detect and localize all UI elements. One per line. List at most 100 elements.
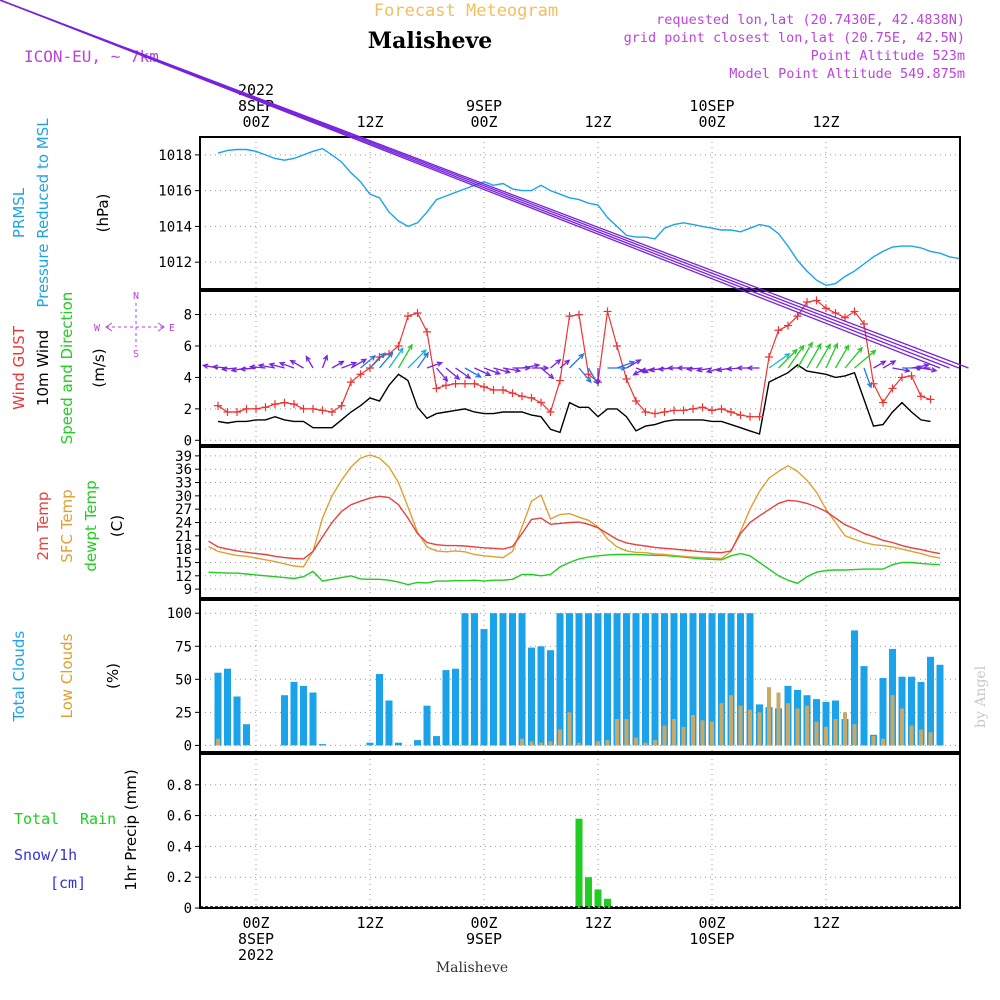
gust-marker — [793, 312, 802, 321]
wind-arrow-head — [715, 366, 723, 373]
wind-arrow-head — [880, 360, 887, 366]
total-cloud-bar — [623, 613, 630, 746]
wind-arrow-head — [350, 361, 358, 367]
total-cloud-bar — [385, 700, 393, 746]
gust-marker — [613, 342, 621, 350]
low-cloud-bar — [871, 736, 876, 746]
wind-arrow-head — [648, 367, 655, 373]
low-cloud-bar — [624, 719, 629, 746]
wind-direction-arrow — [787, 345, 805, 369]
panel-side-label: PRMSL — [10, 187, 28, 238]
total-cloud-bar — [281, 695, 288, 746]
total-cloud-bar — [594, 613, 602, 746]
gust-marker — [508, 389, 517, 398]
wind-direction-arrow — [768, 353, 790, 369]
legend-unit: [cm] — [50, 874, 86, 892]
wind-direction-arrow — [873, 360, 886, 369]
gust-marker — [280, 398, 289, 407]
precip-bar — [585, 877, 592, 908]
low-cloud-bar — [909, 725, 914, 746]
pressure-panel: 1012 1014 1016 1018 — [158, 136, 961, 290]
total-cloud-bar — [452, 668, 459, 746]
wind-arrow-head — [322, 354, 329, 361]
wind-arrow-head — [543, 365, 550, 371]
low-cloud-bar — [653, 740, 657, 746]
gust-marker — [242, 404, 251, 413]
gust-marker — [461, 379, 469, 388]
gust-marker — [907, 371, 916, 380]
wind-arrow-head — [666, 365, 674, 371]
gust-marker — [328, 408, 336, 416]
panel-side-label: 1hr Precip (mm) — [122, 769, 140, 890]
total-cloud-bar — [490, 613, 497, 746]
y-tick-label: 30 — [175, 489, 192, 505]
wind-arrow-head — [890, 360, 897, 366]
wind-direction-arrow — [521, 364, 540, 369]
credit-text: by Angel — [973, 665, 989, 728]
gust-marker — [537, 398, 545, 407]
low-cloud-bar — [596, 741, 600, 746]
wind-direction-arrow — [502, 367, 521, 372]
wind-direction-arrow — [259, 364, 276, 369]
gust-marker — [451, 379, 460, 388]
gust-marker — [337, 401, 346, 410]
gust-marker — [784, 321, 792, 330]
total-cloud-bar — [480, 629, 488, 746]
wind-direction-arrow — [697, 367, 713, 372]
point-altitude: Point Altitude 523m — [811, 48, 965, 64]
total-cloud-bar — [927, 656, 934, 746]
total-cloud-bar — [518, 613, 526, 746]
low-cloud-bar — [928, 732, 933, 746]
y-tick-label: 0 — [184, 738, 192, 754]
wind-direction-arrow — [464, 367, 481, 378]
top-time-label: 9SEP — [466, 97, 502, 115]
wind-arrow-head — [923, 363, 930, 369]
wind-direction-arrow — [341, 362, 357, 369]
total-cloud-bar — [642, 613, 649, 746]
low-cloud-bar — [805, 705, 809, 746]
panel-frame — [199, 599, 961, 753]
y-tick-label: 1018 — [158, 148, 192, 164]
precip-bar — [594, 889, 602, 908]
wind-direction-arrow — [474, 367, 491, 376]
wind-direction-arrow — [445, 367, 460, 380]
wind-arrow-head — [931, 367, 938, 373]
wind-arrow-head — [211, 364, 219, 370]
low-cloud-bar — [729, 695, 733, 746]
gust-marker — [708, 406, 716, 415]
total-cloud-bar — [746, 613, 754, 746]
legend-total: Total — [14, 810, 59, 828]
compass-east-head — [157, 322, 165, 332]
total-cloud-bar — [699, 613, 706, 746]
y-tick-label: 0.8 — [167, 778, 192, 794]
wind-arrow-head — [555, 358, 562, 365]
gust-marker — [309, 404, 317, 413]
total-cloud-bar — [556, 613, 564, 746]
low-cloud-bar — [681, 726, 686, 746]
low-cloud-bar — [567, 712, 572, 746]
low-cloud-bar — [605, 740, 610, 746]
top-time-label: 00Z — [242, 113, 269, 131]
wind-arrow-head — [564, 359, 571, 366]
gust-marker — [499, 386, 507, 394]
gust-marker — [546, 408, 555, 416]
panel-side-label: 2m Temp — [34, 492, 52, 561]
wind-arrow-head — [866, 382, 873, 389]
wind-direction-arrow — [407, 349, 427, 369]
gust-marker — [622, 375, 631, 383]
wind-arrow-head — [514, 367, 522, 373]
wind-direction-arrow — [426, 362, 442, 369]
total-cloud-bar — [243, 724, 250, 746]
bottom-time-label: 9SEP — [466, 930, 502, 948]
total-cloud-bar — [528, 647, 535, 746]
total-cloud-bar — [309, 692, 317, 746]
top-time-label: 12Z — [356, 113, 383, 131]
gust-marker — [774, 326, 783, 335]
wind-arrow-head — [798, 344, 805, 351]
gust-marker — [698, 403, 707, 412]
y-tick-label: 15 — [175, 555, 192, 571]
wind-arrow-head — [305, 355, 311, 362]
total-cloud-bar — [689, 613, 697, 746]
precip-panel: 0 0.2 0.4 0.6 0.8 — [167, 753, 961, 917]
